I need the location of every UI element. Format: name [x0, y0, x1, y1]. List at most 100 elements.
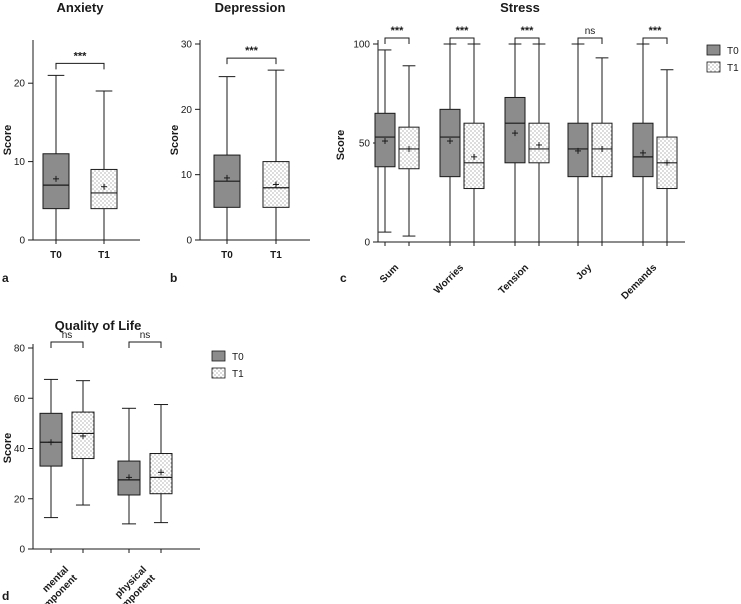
plot-stress: 0 50 100 Sum Worries Tension Joy Demands *** *** *…: [353, 25, 685, 302]
significance-label: ***: [521, 25, 535, 37]
legend-label-t1: T1: [727, 63, 739, 74]
x-category-label: T1: [270, 250, 282, 261]
y-tick-label: 10: [181, 170, 193, 181]
box-t1: [90, 90, 118, 241]
x-category-line: Sum: [378, 262, 401, 285]
box-t1: [463, 43, 485, 243]
box-t0: [213, 76, 241, 241]
ylabel-anxiety: Score: [2, 125, 14, 156]
box-t0: [632, 43, 654, 243]
y-tick-label: 0: [186, 236, 192, 247]
legend-stress: T0 T1: [706, 44, 739, 74]
chart-marks: 0 10 20 T0 T1 *** 0 10 20 30 T0 T1 *** 0 50 100 Sum Worri…: [14, 25, 685, 604]
y-tick-label: 100: [353, 40, 370, 51]
significance-label: ns: [585, 26, 596, 37]
y-tick-label: 30: [181, 40, 193, 51]
y-tick-label: 0: [19, 236, 25, 247]
legend-label-t0: T0: [727, 46, 739, 57]
legend-swatch-t0: [211, 350, 226, 362]
y-tick-label: 0: [364, 238, 370, 249]
plot-anxiety: 0 10 20 T0 T1 ***: [14, 40, 140, 261]
significance-label: ***: [649, 25, 663, 37]
box-t1: [262, 69, 290, 241]
x-category-label: T1: [98, 250, 110, 261]
bracket-line: [384, 37, 410, 44]
significance-bracket: ns: [577, 26, 603, 44]
x-category-line: Worries: [432, 262, 466, 296]
title-stress: Stress: [500, 0, 540, 15]
x-category-label: physicalcomponent: [103, 564, 158, 604]
significance-label: ***: [391, 25, 405, 37]
bracket-line: [642, 37, 668, 44]
significance-label: ***: [74, 50, 88, 62]
y-tick-label: 20: [14, 79, 26, 90]
bracket-line: [128, 341, 162, 348]
box-t0: [504, 43, 526, 243]
significance-label: ***: [456, 25, 470, 37]
box-t1: [528, 43, 550, 243]
ylabel-stress: Score: [335, 130, 347, 161]
box-t0: [439, 43, 461, 243]
ylabel-depression: Score: [169, 125, 181, 156]
significance-bracket: ***: [514, 25, 540, 44]
box-t1: [398, 65, 420, 237]
significance-bracket: ***: [642, 25, 668, 44]
bracket-line: [50, 341, 84, 348]
plot-depression: 0 10 20 30 T0 T1 ***: [181, 40, 310, 261]
bracket-line: [55, 62, 105, 70]
significance-bracket: ***: [55, 50, 105, 70]
y-tick-label: 20: [181, 105, 193, 116]
iqr-box: [42, 153, 70, 210]
bracket-line: [577, 37, 603, 44]
legend-label-t1: T1: [232, 369, 244, 380]
significance-label: ns: [62, 330, 73, 341]
title-anxiety: Anxiety: [57, 0, 105, 15]
x-category-label: T0: [221, 250, 233, 261]
panel-label-d: d: [2, 589, 9, 603]
box-t0: [42, 74, 70, 241]
y-tick-label: 80: [14, 344, 26, 355]
x-category-line: Joy: [574, 262, 594, 282]
significance-label: ***: [245, 45, 259, 57]
significance-bracket: ns: [50, 330, 84, 348]
legend-label-t0: T0: [232, 352, 244, 363]
x-category-label: Sum: [378, 262, 401, 285]
title-quality-of-life: Quality of Life: [55, 318, 142, 333]
box-t1: [149, 404, 173, 524]
significance-bracket: ***: [384, 25, 410, 44]
x-category-line: Demands: [620, 262, 660, 302]
significance-bracket: ***: [449, 25, 475, 44]
x-category-label: Worries: [432, 262, 466, 296]
bracket-line: [514, 37, 540, 44]
y-tick-label: 40: [14, 444, 26, 455]
box-t0: [567, 43, 589, 243]
box-t0: [374, 49, 396, 233]
plot-quality-of-life: 0 20 40 60 80 mentalcomponent physicalcomponen…: [14, 330, 200, 604]
bracket-line: [449, 37, 475, 44]
box-t1: [591, 57, 613, 243]
x-category-label: T0: [50, 250, 62, 261]
significance-label: ns: [140, 330, 151, 341]
box-t1: [71, 380, 95, 506]
significance-bracket: ns: [128, 330, 162, 348]
x-category-label: mentalcomponent: [25, 564, 80, 604]
y-tick-label: 60: [14, 394, 26, 405]
legend-swatch-t1: [211, 367, 226, 379]
x-category-label: Demands: [620, 262, 660, 302]
box-t1: [656, 69, 678, 243]
panel-label-b: b: [170, 271, 177, 285]
box-t0: [117, 407, 141, 525]
legend-swatch-t1: [706, 61, 721, 73]
ylabel-quality-of-life: Score: [2, 433, 14, 464]
panel-label-a: a: [2, 271, 9, 285]
title-depression: Depression: [215, 0, 286, 15]
y-tick-label: 50: [359, 139, 371, 150]
x-category-label: Tension: [497, 262, 531, 296]
y-tick-label: 0: [19, 545, 25, 556]
legend-swatch-t0: [706, 44, 721, 56]
panel-label-c: c: [340, 271, 347, 285]
significance-bracket: ***: [226, 45, 277, 65]
x-category-label: Joy: [574, 262, 594, 282]
y-tick-label: 10: [14, 157, 26, 168]
